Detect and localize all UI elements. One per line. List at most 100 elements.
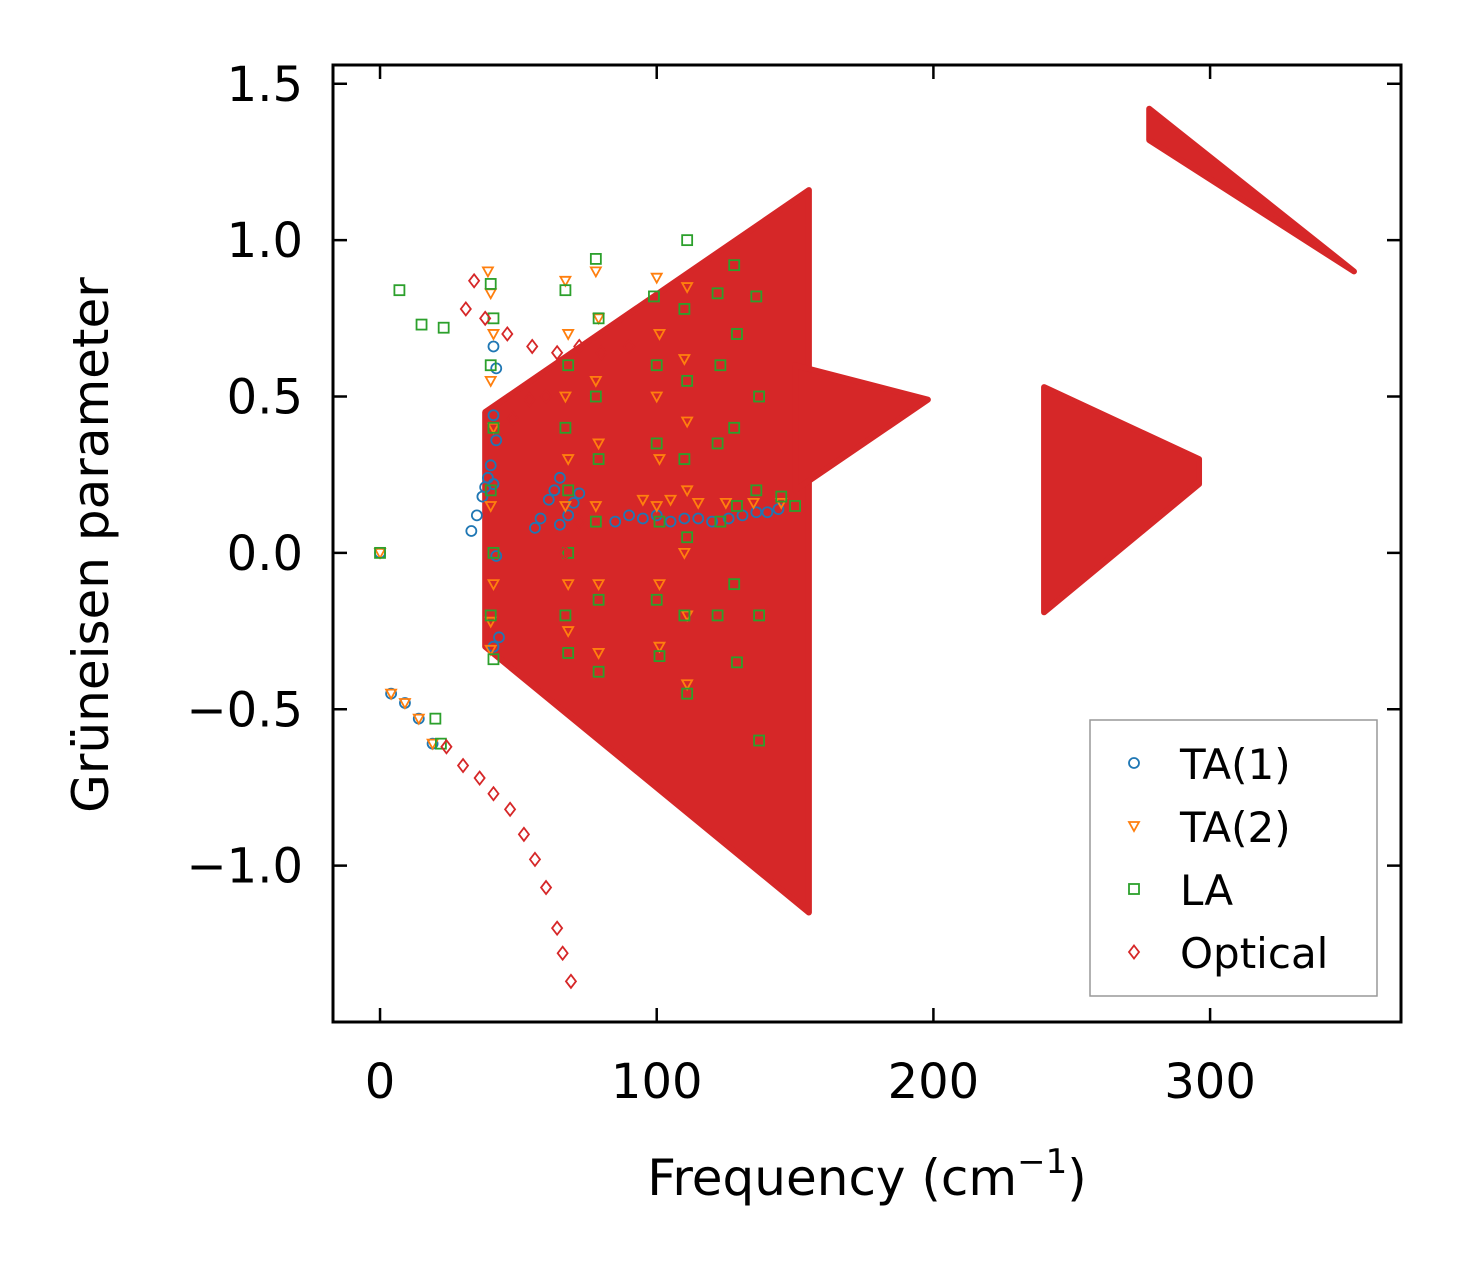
data-point	[429, 712, 442, 725]
data-point	[722, 512, 735, 525]
data-point	[528, 851, 542, 868]
data-point	[652, 329, 667, 341]
series-optical	[440, 272, 636, 990]
data-point	[636, 494, 650, 507]
x-axis-ticks: 0 100 200 300	[365, 65, 1256, 1110]
data-point	[592, 665, 605, 678]
data-point	[486, 422, 501, 435]
data-point	[664, 494, 678, 507]
data-point	[592, 579, 606, 592]
y-axis-label: Grüneisen parameter	[62, 277, 120, 813]
data-point	[398, 698, 412, 710]
data-point	[595, 344, 608, 361]
y-axis-ticks: −1.0 −0.5 0.0 0.5 1.0 1.5	[186, 57, 1401, 895]
data-point	[506, 410, 519, 427]
data-point	[562, 546, 575, 559]
data-point	[753, 609, 765, 622]
data-point	[523, 391, 536, 408]
data-point	[681, 374, 694, 387]
data-point	[677, 547, 691, 560]
series-markers	[373, 234, 801, 990]
data-point	[747, 497, 761, 510]
data-point	[534, 512, 547, 525]
data-point	[789, 500, 801, 512]
x-tick-label: 300	[1164, 1054, 1256, 1110]
data-point	[558, 391, 572, 404]
data-point	[750, 484, 763, 497]
data-point	[559, 609, 572, 622]
data-point	[714, 515, 727, 528]
data-point	[711, 287, 724, 300]
data-point	[562, 509, 575, 522]
y-tick-label: 1.0	[227, 213, 303, 269]
data-point	[415, 318, 428, 331]
data-point	[731, 656, 743, 669]
data-point	[479, 310, 492, 327]
y-tick-label: 0.5	[227, 370, 303, 426]
data-point	[484, 484, 497, 497]
data-point	[486, 579, 501, 592]
data-point	[487, 340, 500, 353]
data-point	[650, 359, 663, 372]
data-point	[374, 546, 386, 559]
y-tick-label: 0.0	[227, 526, 303, 582]
data-point	[650, 593, 663, 606]
data-point	[650, 437, 663, 450]
data-point	[559, 284, 572, 297]
data-point	[711, 609, 724, 622]
data-point	[484, 616, 498, 629]
data-point	[481, 266, 495, 279]
data-point	[561, 626, 575, 638]
data-point	[484, 359, 497, 372]
data-point	[728, 259, 741, 272]
data-point	[719, 497, 733, 510]
data-point	[681, 687, 694, 700]
y-tick-label: −0.5	[186, 682, 303, 738]
data-point	[517, 826, 531, 843]
data-point	[373, 547, 387, 560]
data-point	[484, 278, 497, 290]
optical-cluster-3	[1146, 105, 1357, 275]
data-point	[589, 501, 603, 513]
data-point	[484, 501, 498, 513]
legend-label: Optical	[1180, 929, 1328, 978]
data-point	[487, 478, 500, 490]
y-tick-label: 1.5	[227, 57, 303, 113]
data-point	[750, 506, 763, 519]
data-point	[503, 801, 517, 818]
data-point	[775, 490, 788, 503]
data-point	[750, 290, 763, 303]
data-point	[592, 312, 605, 325]
data-point	[573, 487, 586, 500]
data-point	[648, 290, 660, 303]
series-la	[374, 234, 801, 750]
data-point	[559, 544, 572, 561]
data-point	[487, 653, 500, 666]
legend-marker-ta-2-	[1127, 821, 1141, 833]
data-point	[636, 512, 649, 525]
data-point	[650, 391, 664, 404]
data-point	[553, 471, 566, 484]
data-point	[487, 785, 500, 802]
data-point	[623, 509, 635, 522]
data-point	[753, 390, 765, 403]
data-point	[622, 338, 636, 355]
data-point	[681, 234, 694, 247]
data-point	[465, 525, 478, 537]
data-point	[539, 388, 553, 405]
data-point	[564, 973, 578, 990]
legend-label: TA(1)	[1179, 740, 1291, 789]
optical-cluster-0	[482, 187, 812, 916]
data-point	[493, 631, 505, 644]
legend-marker-ta-1-	[1128, 757, 1140, 769]
data-point	[556, 945, 569, 962]
data-point	[487, 312, 500, 325]
data-point	[728, 578, 741, 591]
data-point	[653, 515, 666, 528]
data-point	[490, 550, 503, 562]
data-point	[561, 579, 575, 592]
data-point	[561, 329, 575, 341]
data-point	[459, 300, 472, 317]
data-point	[558, 275, 572, 288]
